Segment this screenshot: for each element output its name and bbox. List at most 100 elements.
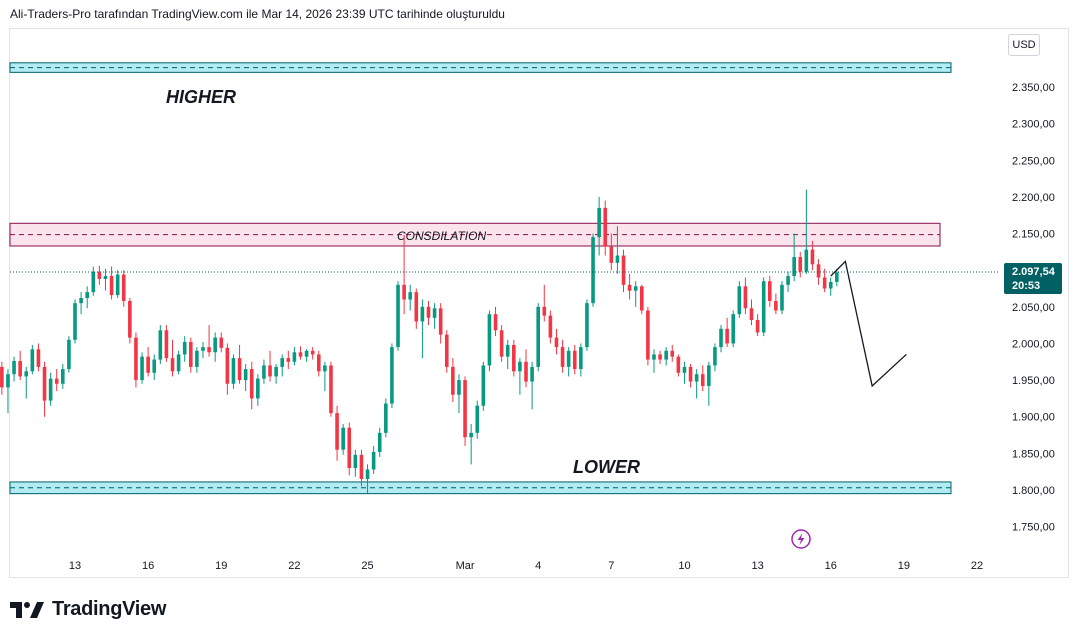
- candle[interactable]: [554, 328, 559, 355]
- candle[interactable]: [755, 314, 760, 337]
- candle[interactable]: [402, 235, 406, 315]
- candle[interactable]: [6, 369, 10, 414]
- candle[interactable]: [444, 330, 449, 373]
- candle[interactable]: [12, 356, 16, 382]
- candle[interactable]: [323, 361, 327, 392]
- candle[interactable]: [597, 196, 601, 256]
- candle[interactable]: [237, 344, 242, 384]
- candle[interactable]: [798, 251, 803, 278]
- candle[interactable]: [91, 266, 96, 296]
- candle[interactable]: [774, 293, 778, 315]
- candle[interactable]: [182, 336, 187, 362]
- candle[interactable]: [835, 268, 839, 287]
- candle[interactable]: [792, 233, 796, 282]
- candle[interactable]: [420, 299, 425, 359]
- candle[interactable]: [353, 449, 358, 477]
- candle[interactable]: [548, 310, 553, 344]
- candle[interactable]: [646, 306, 650, 366]
- candle[interactable]: [469, 424, 473, 465]
- candle[interactable]: [475, 400, 480, 439]
- candle[interactable]: [103, 268, 108, 291]
- candle[interactable]: [152, 354, 157, 381]
- candle[interactable]: [633, 281, 638, 307]
- candle[interactable]: [438, 303, 443, 344]
- candle[interactable]: [262, 359, 266, 384]
- candle[interactable]: [292, 347, 297, 366]
- candle[interactable]: [694, 369, 699, 399]
- tradingview-logo[interactable]: TradingView: [10, 598, 166, 621]
- candle[interactable]: [725, 317, 729, 348]
- candle[interactable]: [737, 281, 742, 318]
- candle[interactable]: [140, 352, 144, 384]
- candle[interactable]: [731, 310, 736, 348]
- candle[interactable]: [426, 300, 431, 326]
- candle[interactable]: [481, 361, 486, 411]
- candle[interactable]: [158, 325, 163, 364]
- candle[interactable]: [664, 347, 668, 366]
- candle[interactable]: [268, 350, 272, 382]
- candle[interactable]: [274, 363, 278, 384]
- candle[interactable]: [243, 363, 248, 392]
- candle[interactable]: [572, 344, 577, 375]
- candle[interactable]: [121, 270, 126, 307]
- candle[interactable]: [329, 361, 333, 417]
- candle[interactable]: [536, 303, 540, 372]
- candle[interactable]: [566, 347, 571, 377]
- candle[interactable]: [42, 361, 47, 417]
- candle[interactable]: [457, 374, 461, 414]
- candle[interactable]: [85, 286, 89, 309]
- candle[interactable]: [408, 284, 413, 311]
- candle[interactable]: [487, 310, 492, 372]
- candle[interactable]: [579, 343, 583, 377]
- candle[interactable]: [700, 365, 705, 392]
- candle[interactable]: [713, 343, 717, 372]
- candle[interactable]: [280, 354, 285, 377]
- candle[interactable]: [54, 369, 59, 392]
- candle[interactable]: [97, 265, 102, 285]
- candle[interactable]: [341, 424, 345, 455]
- lightning-icon[interactable]: [791, 529, 811, 549]
- candle[interactable]: [786, 271, 790, 293]
- candle[interactable]: [524, 349, 528, 388]
- candle[interactable]: [164, 325, 169, 362]
- candle[interactable]: [828, 277, 833, 296]
- candle[interactable]: [451, 358, 455, 403]
- candle[interactable]: [816, 259, 821, 285]
- candle[interactable]: [298, 346, 303, 360]
- candle[interactable]: [207, 325, 211, 357]
- candle[interactable]: [670, 344, 675, 362]
- candle[interactable]: [615, 226, 620, 274]
- candle[interactable]: [109, 266, 114, 300]
- candle[interactable]: [304, 349, 309, 362]
- candle[interactable]: [347, 422, 352, 476]
- candle[interactable]: [749, 299, 754, 326]
- candle[interactable]: [18, 350, 22, 381]
- candle[interactable]: [0, 361, 4, 395]
- candle[interactable]: [682, 361, 687, 384]
- candle[interactable]: [310, 347, 315, 360]
- candle[interactable]: [585, 299, 589, 351]
- candle[interactable]: [377, 427, 382, 458]
- candle[interactable]: [603, 200, 608, 256]
- candle[interactable]: [743, 277, 748, 315]
- candle[interactable]: [518, 358, 522, 395]
- candle[interactable]: [256, 374, 260, 406]
- candle[interactable]: [505, 339, 510, 370]
- candle[interactable]: [146, 347, 150, 377]
- candle[interactable]: [804, 189, 809, 274]
- candle[interactable]: [30, 344, 35, 375]
- candle[interactable]: [134, 332, 138, 388]
- candle[interactable]: [432, 303, 437, 329]
- candle[interactable]: [658, 350, 662, 364]
- candle[interactable]: [621, 249, 626, 293]
- candle[interactable]: [365, 464, 370, 494]
- candle[interactable]: [195, 347, 199, 373]
- candle[interactable]: [652, 349, 656, 373]
- candle[interactable]: [499, 325, 504, 362]
- candle[interactable]: [396, 281, 400, 351]
- candle[interactable]: [219, 332, 224, 353]
- candle[interactable]: [359, 449, 364, 487]
- candle[interactable]: [286, 350, 291, 370]
- candle[interactable]: [128, 298, 132, 344]
